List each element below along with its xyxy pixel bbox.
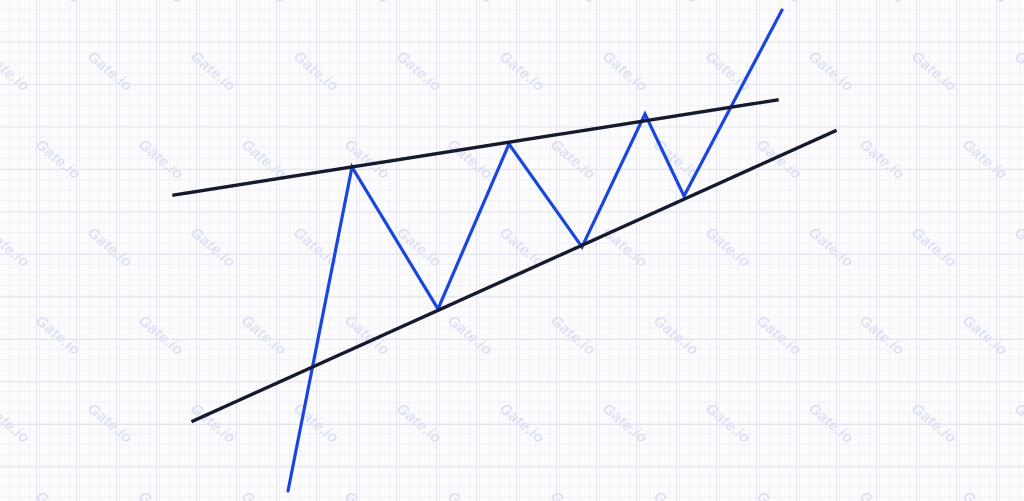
grid-major-lines [0, 0, 1024, 501]
chart-canvas: Gate.io Gate.io Gate.io Gate.io Gate.io Gate.… [0, 0, 1024, 501]
